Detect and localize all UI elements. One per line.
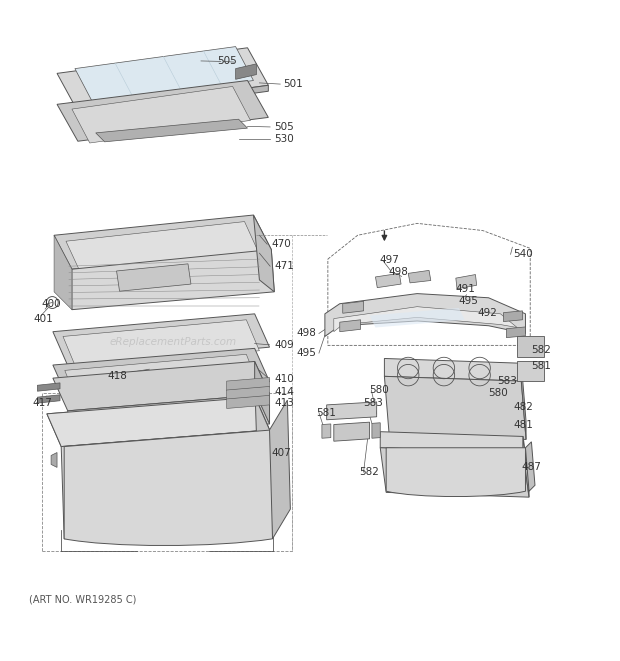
Polygon shape (255, 397, 273, 522)
Polygon shape (380, 447, 529, 497)
Polygon shape (54, 215, 272, 269)
Text: 417: 417 (32, 398, 52, 408)
Polygon shape (227, 395, 270, 408)
Polygon shape (517, 362, 544, 381)
Text: 487: 487 (521, 463, 541, 473)
Polygon shape (334, 307, 517, 332)
Polygon shape (66, 221, 259, 274)
Polygon shape (507, 327, 526, 338)
Polygon shape (68, 394, 270, 441)
Text: 413: 413 (274, 398, 294, 408)
Polygon shape (521, 364, 526, 440)
Polygon shape (75, 46, 254, 102)
Polygon shape (343, 301, 363, 313)
Polygon shape (117, 264, 191, 292)
Polygon shape (47, 397, 270, 447)
Text: 581: 581 (316, 408, 336, 418)
Text: (ART NO. WR19285 C): (ART NO. WR19285 C) (29, 594, 136, 604)
Text: 497: 497 (379, 255, 399, 265)
Text: 505: 505 (274, 122, 294, 132)
Text: 491: 491 (456, 284, 476, 294)
Polygon shape (372, 423, 380, 438)
Text: 530: 530 (274, 134, 294, 144)
Polygon shape (327, 402, 377, 420)
Polygon shape (322, 424, 331, 438)
PathPatch shape (386, 447, 526, 496)
Polygon shape (517, 336, 544, 358)
Text: 583: 583 (497, 376, 517, 386)
Text: 410: 410 (274, 374, 294, 384)
Polygon shape (340, 320, 361, 332)
Polygon shape (255, 362, 270, 424)
Polygon shape (95, 119, 247, 142)
Text: 481: 481 (513, 420, 533, 430)
Text: 401: 401 (33, 313, 53, 324)
Text: 582: 582 (360, 467, 379, 477)
Text: 540: 540 (513, 249, 533, 259)
Text: 505: 505 (218, 56, 237, 67)
Polygon shape (227, 387, 270, 399)
Polygon shape (408, 270, 431, 283)
Polygon shape (219, 85, 240, 100)
Polygon shape (503, 311, 523, 321)
Polygon shape (51, 453, 57, 467)
Text: 580: 580 (370, 385, 389, 395)
Polygon shape (72, 250, 274, 309)
Text: 498: 498 (389, 267, 409, 277)
Polygon shape (325, 293, 526, 336)
Text: 407: 407 (272, 447, 291, 457)
Text: 492: 492 (478, 307, 498, 318)
Polygon shape (37, 395, 60, 403)
Text: 470: 470 (272, 239, 291, 249)
Polygon shape (236, 64, 257, 79)
Polygon shape (270, 400, 290, 539)
Text: 495: 495 (296, 348, 316, 358)
Polygon shape (254, 215, 274, 292)
Text: 471: 471 (274, 261, 294, 271)
Text: 495: 495 (459, 295, 479, 306)
Polygon shape (526, 442, 535, 491)
Text: 400: 400 (41, 299, 61, 309)
PathPatch shape (64, 430, 273, 545)
Polygon shape (380, 432, 523, 453)
Polygon shape (57, 48, 268, 112)
Text: 409: 409 (274, 340, 294, 350)
Text: 418: 418 (108, 371, 128, 381)
Polygon shape (53, 314, 270, 366)
Polygon shape (78, 85, 268, 118)
Text: 583: 583 (363, 398, 383, 408)
Polygon shape (72, 87, 250, 143)
Polygon shape (384, 376, 526, 440)
Text: 580: 580 (489, 388, 508, 398)
Polygon shape (376, 274, 401, 288)
Text: 482: 482 (513, 402, 533, 412)
Polygon shape (47, 397, 270, 447)
Polygon shape (57, 81, 268, 141)
Polygon shape (227, 377, 270, 391)
Text: eReplacementParts.com: eReplacementParts.com (110, 337, 237, 348)
Polygon shape (54, 235, 72, 309)
Text: 414: 414 (274, 387, 294, 397)
Polygon shape (37, 383, 60, 391)
Polygon shape (53, 348, 270, 399)
Text: 581: 581 (531, 361, 551, 371)
Polygon shape (61, 430, 273, 539)
Polygon shape (53, 362, 270, 411)
Text: 498: 498 (296, 329, 316, 338)
Text: 582: 582 (531, 344, 551, 354)
Text: 501: 501 (283, 79, 303, 89)
Polygon shape (370, 308, 465, 327)
Polygon shape (334, 422, 370, 441)
Polygon shape (523, 436, 529, 497)
Polygon shape (384, 358, 521, 381)
Polygon shape (64, 354, 259, 402)
Polygon shape (63, 320, 259, 368)
Polygon shape (456, 274, 477, 289)
